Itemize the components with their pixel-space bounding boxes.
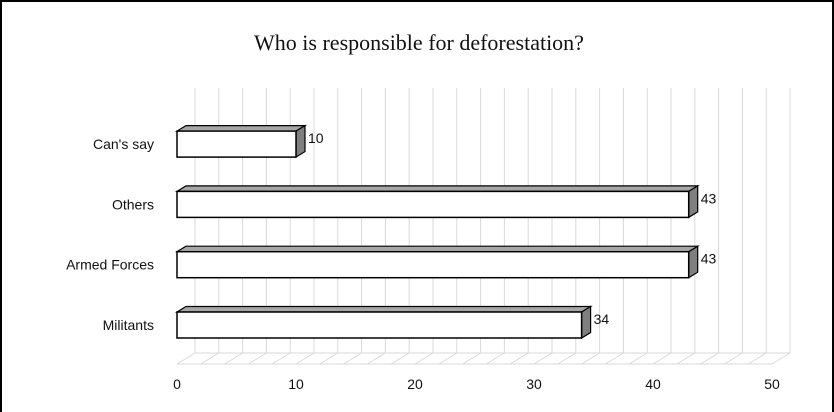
floor-gridline [724, 352, 743, 365]
floor-gridline [343, 352, 362, 365]
data-label: 43 [701, 190, 717, 206]
bar-side-face [688, 184, 699, 219]
bar-top-face [174, 185, 700, 192]
x-tick-label: 10 [288, 376, 304, 392]
floor-gridline [509, 352, 529, 365]
floor-gridline [771, 352, 791, 365]
category-label: Can's say [93, 136, 154, 152]
floor-gridline [390, 352, 410, 365]
floor-gridline [605, 352, 624, 365]
bar-top-face [174, 124, 308, 132]
floor-gridline [581, 352, 600, 365]
bar-side-face [295, 124, 306, 159]
floor-gridline [676, 352, 696, 365]
floor-gridline [700, 352, 719, 365]
bar [176, 311, 583, 339]
floor-gridline [486, 352, 505, 365]
bar-top-face [174, 305, 593, 313]
bar-side-face [688, 245, 699, 279]
bars [174, 124, 700, 340]
bar-side-face [580, 305, 592, 340]
floor-gridline [367, 352, 386, 365]
floor-gridline [200, 352, 220, 365]
data-label: 10 [308, 130, 324, 146]
category-label: Armed Forces [66, 257, 154, 273]
floor-gridline [295, 352, 315, 365]
data-label: 34 [594, 311, 610, 327]
floor-gridline [438, 352, 458, 365]
x-tick-label: 40 [645, 376, 661, 392]
floor-gridline [747, 352, 767, 365]
floor-gridline [533, 352, 553, 365]
chart-floor [176, 352, 791, 365]
data-label: 43 [701, 251, 717, 267]
x-tick-label: 20 [407, 376, 423, 392]
chart-title: Who is responsible for deforestation? [254, 30, 584, 55]
x-tick-label: 0 [173, 376, 181, 392]
floor-gridline [271, 352, 291, 365]
labels: 0 10 20 30 40 50 Militants 34 Armed Forces 43 Othe… [66, 130, 780, 392]
x-tick-label: 30 [526, 376, 542, 392]
floor-gridline [176, 352, 196, 365]
bar [176, 130, 297, 158]
floor-gridline [652, 352, 672, 365]
floor-gridline [628, 352, 648, 365]
floor-gridline [557, 352, 577, 365]
floor-gridline [414, 352, 434, 365]
floor-gridline [319, 352, 339, 365]
bar [176, 250, 690, 279]
floor-gridline [248, 352, 267, 365]
x-tick-label: 50 [764, 376, 780, 392]
category-label: Militants [103, 317, 154, 333]
floor-gridline [224, 352, 243, 365]
bar [176, 190, 690, 219]
bar-top-face [174, 245, 700, 253]
category-label: Others [112, 196, 154, 212]
floor-gridline [462, 352, 481, 365]
